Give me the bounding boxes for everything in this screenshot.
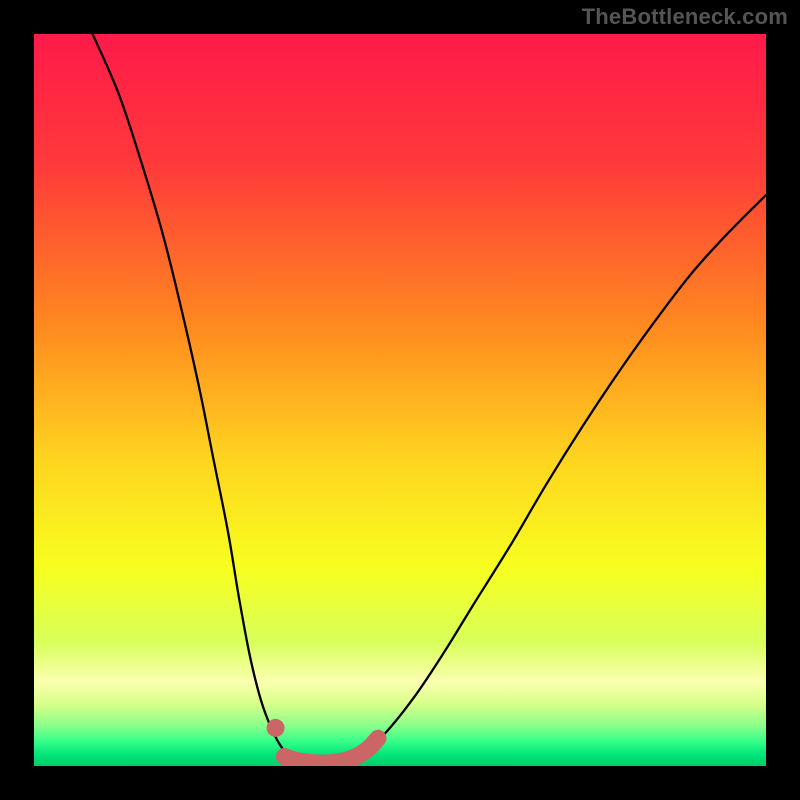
watermark-text: TheBottleneck.com	[582, 4, 788, 30]
marker-dot	[267, 719, 285, 737]
chart-root: TheBottleneck.com	[0, 0, 800, 800]
chart-svg	[0, 0, 800, 800]
